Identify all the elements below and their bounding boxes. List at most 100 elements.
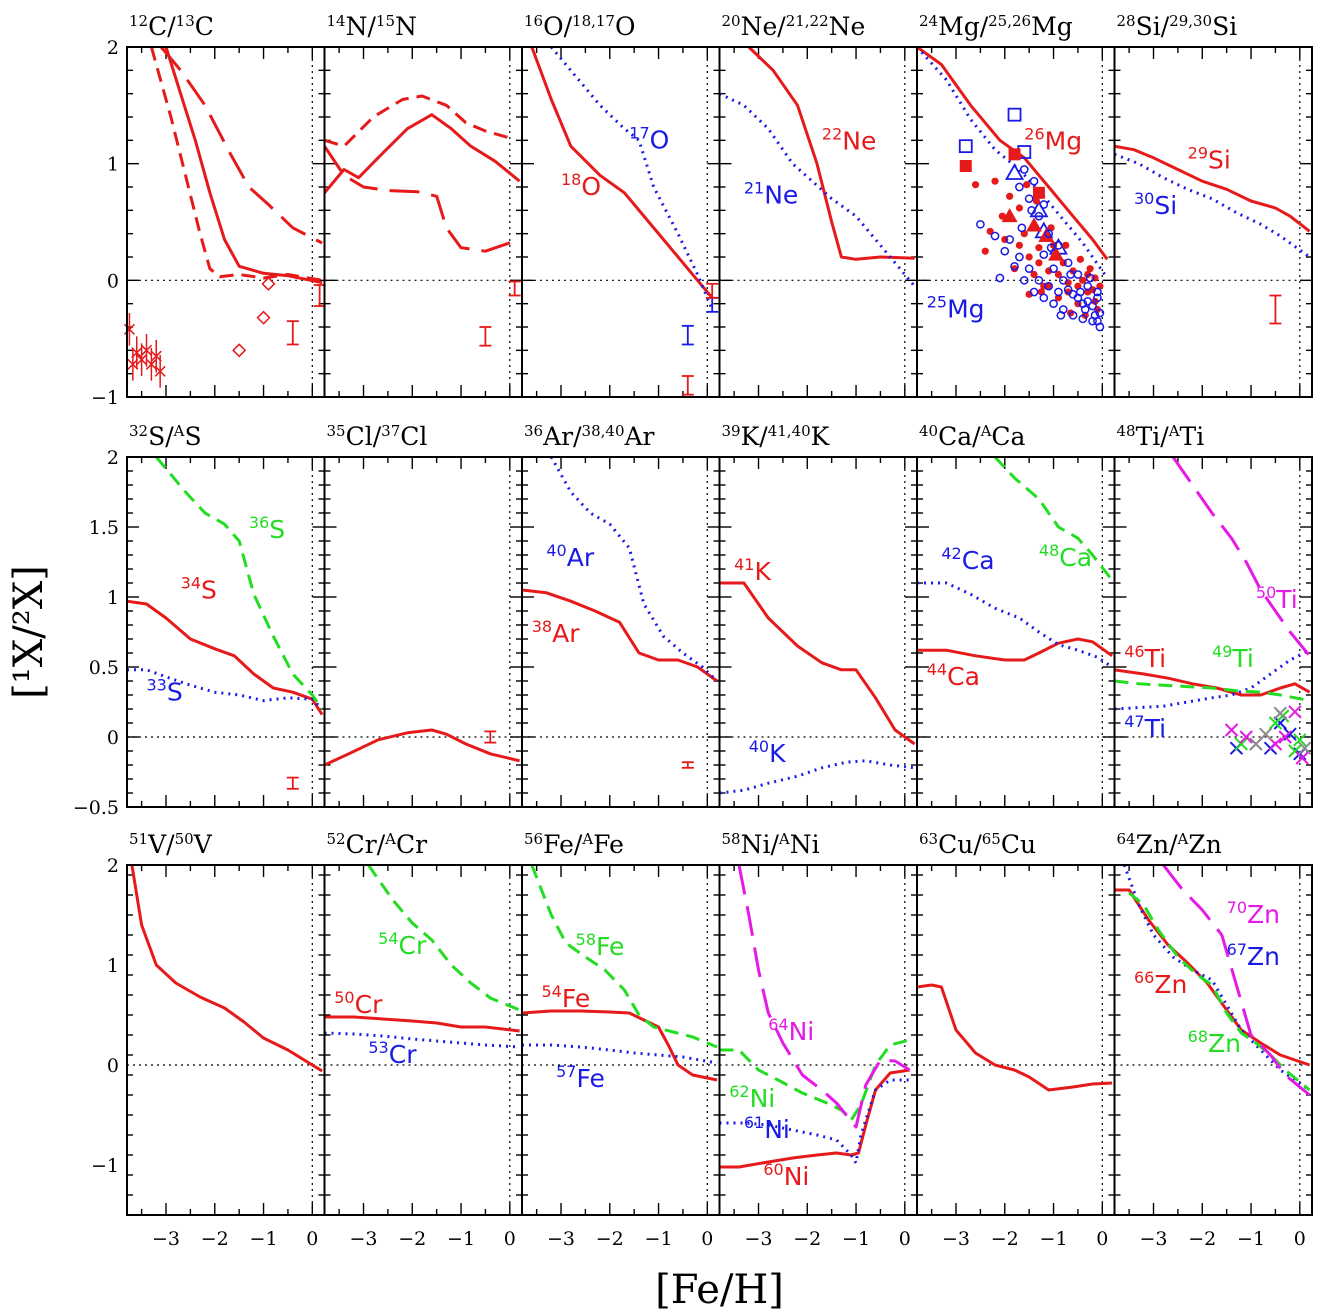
series-red-solid	[522, 588, 718, 683]
plot-area	[917, 983, 1113, 1092]
error-bar	[681, 761, 694, 769]
isotope-mass: 58	[576, 930, 596, 949]
title-element-1: K	[741, 422, 761, 451]
isotope-mass: 61	[744, 1113, 764, 1132]
series-magenta-longdash	[737, 865, 911, 1129]
title-element-2: Ca	[991, 422, 1025, 451]
x-tick-label: −1	[1237, 1228, 1265, 1250]
y-tick-label: −1	[91, 387, 119, 409]
series-blue-dot	[917, 581, 1113, 669]
isotope-mass: 64	[768, 1015, 788, 1034]
isotope-label: 25Mg	[927, 293, 985, 324]
series-red-solid	[747, 47, 915, 261]
x-tick-label: −3	[745, 1228, 773, 1250]
panel-title: 63Cu/65Cu	[919, 830, 1036, 859]
data-point-circ-open	[1034, 275, 1044, 285]
isotope-label: 49Ti	[1212, 642, 1254, 673]
title-element-1: Fe	[543, 830, 574, 859]
plot-area	[719, 47, 916, 288]
isotope-mass: 38	[532, 617, 552, 636]
panel-title: 51V/50V	[129, 830, 213, 859]
isotope-mass: 34	[181, 573, 201, 592]
data-point-sq-fill	[1008, 148, 1021, 161]
title-mass-2: A	[778, 830, 790, 848]
title-mass-2: A	[173, 422, 185, 440]
title-slash: /	[574, 830, 583, 859]
isotope-element: Ca	[947, 662, 980, 691]
title-slash: /	[980, 12, 989, 41]
data-point-circ-fill	[1054, 270, 1063, 279]
panel-frame	[126, 864, 326, 1216]
isotope-label: 61Ni	[744, 1113, 790, 1144]
panel-title: 24Mg/25,26Mg	[919, 12, 1073, 41]
series-green-dash	[719, 1038, 911, 1122]
data-point-circ-open	[1095, 308, 1105, 318]
plot-area	[522, 865, 718, 1082]
x-tick-label: −3	[547, 1228, 575, 1250]
x-tick-label: −2	[398, 1228, 426, 1250]
title-element-1: Ti	[1136, 422, 1161, 451]
data-point-cross	[1258, 727, 1273, 741]
x-axis-label: [Fe/H]	[655, 1267, 784, 1313]
data-point-circ-open	[1044, 229, 1054, 239]
isotope-element: Cr	[399, 931, 427, 960]
y-tick-label: 1	[107, 154, 119, 176]
title-mass-1: 14	[327, 12, 346, 30]
x-tick-label: −3	[942, 1228, 970, 1250]
y-tick-label: 1	[107, 955, 119, 977]
title-mass-1: 40	[919, 422, 938, 440]
data-point-circ-open	[1068, 310, 1078, 320]
isotope-label: 67Zn	[1227, 940, 1280, 971]
title-element-2: Cl	[400, 422, 427, 451]
isotope-mass: 21	[744, 178, 764, 197]
isotope-label: 26Mg	[1024, 125, 1082, 156]
isotope-element: Cr	[355, 990, 383, 1019]
series-magenta-longdash	[1162, 865, 1311, 1097]
isotope-mass: 22	[822, 125, 842, 144]
x-tick-label: −1	[842, 1228, 870, 1250]
data-point-cross	[1278, 730, 1292, 744]
isotope-label: 46Ti	[1124, 642, 1166, 673]
title-mass-1: 12	[129, 12, 148, 30]
data-point-tri-fill	[1038, 228, 1055, 242]
isotope-label: 38Ar	[532, 617, 580, 648]
data-point-circ-open	[1024, 194, 1034, 204]
plot-area	[324, 728, 520, 767]
data-point-circ-open	[1015, 252, 1024, 262]
title-element-2: Ni	[790, 830, 820, 859]
series-red-dash	[324, 94, 511, 148]
title-mass-2: 15	[376, 12, 395, 30]
panel-title: 56Fe/AFe	[524, 830, 624, 859]
title-element-1: C	[148, 12, 167, 41]
isotope-mass: 48	[1039, 541, 1059, 560]
title-element-2: Cr	[396, 830, 427, 859]
title-element-2: Ne	[829, 12, 866, 41]
isotope-mass: 18	[561, 170, 581, 189]
panel-frame	[126, 456, 326, 808]
data-point-circ-open	[1019, 165, 1029, 174]
data-point-tri-fill	[1026, 217, 1043, 232]
panel-title: 32S/AS	[129, 422, 202, 451]
data-point-sq-open	[958, 139, 973, 154]
series-red-longdash	[159, 47, 323, 245]
title-element-2: Ti	[1180, 422, 1205, 451]
title-mass-1: 58	[722, 830, 741, 848]
isotope-element: Ni	[784, 1162, 810, 1191]
data-point-diamond	[256, 310, 271, 325]
data-point-circ-open	[1063, 258, 1073, 268]
isotope-element: Ti	[1144, 714, 1166, 743]
isotope-mass: 54	[378, 929, 398, 948]
isotope-element: Si	[1208, 145, 1231, 174]
isotope-label: 50Ti	[1256, 583, 1298, 614]
error-bar	[484, 730, 497, 744]
panel-frame	[718, 46, 918, 398]
panel-title: 40Ca/ACa	[919, 422, 1026, 451]
isotope-mass: 42	[941, 544, 961, 563]
data-point-circ-open	[1000, 246, 1010, 256]
isotope-label: 54Cr	[378, 929, 427, 960]
